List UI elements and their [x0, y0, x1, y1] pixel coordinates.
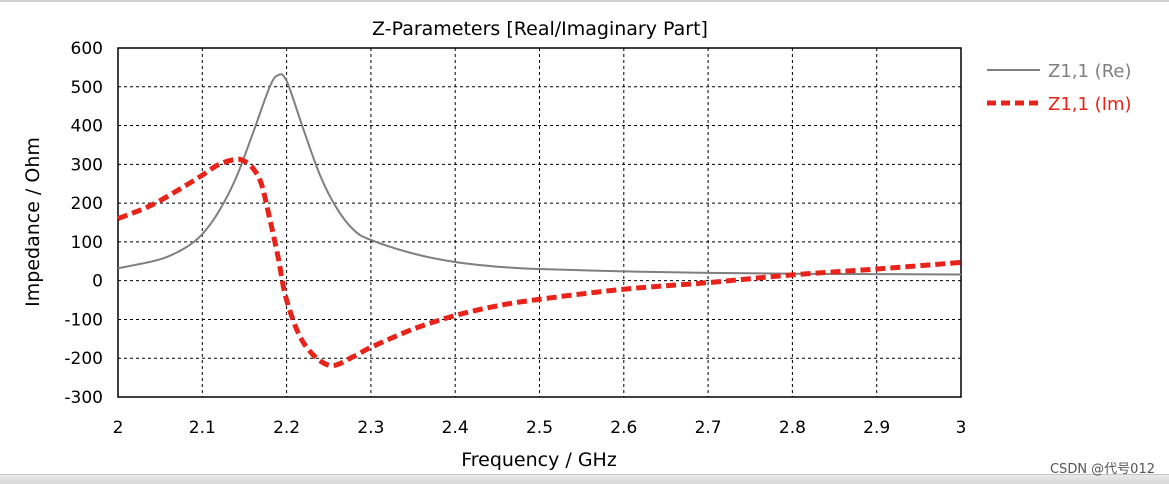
y-tick-label: 200	[71, 194, 103, 214]
x-tick-label: 2.2	[273, 418, 300, 438]
y-tick-label: 300	[71, 155, 103, 175]
x-tick-label: 2.3	[357, 418, 384, 438]
plot-area-frame	[117, 47, 962, 398]
series-layer	[117, 73, 962, 369]
x-axis-title: Frequency / GHz	[461, 449, 617, 471]
x-tick-label: 2.8	[779, 418, 806, 438]
y-tick-label: 500	[71, 78, 103, 98]
z-parameter-chart: Z-Parameters [Real/Imaginary Part] 2 2.1 2…	[22, 18, 1132, 471]
y-axis-title: Impedance / Ohm	[22, 137, 44, 307]
legend-label-re: Z1,1 (Re)	[1048, 61, 1132, 82]
x-tick-label: 2.7	[695, 418, 722, 438]
y-tick-label: 100	[71, 233, 103, 253]
y-tick-label: 400	[71, 117, 103, 137]
series-line-re	[117, 73, 962, 276]
x-tick-label: 2.4	[442, 418, 469, 438]
y-tick-label: 0	[92, 272, 103, 292]
x-tick-labels: 2 2.1 2.2 2.3 2.4 2.5 2.6 2.7 2.8 2.9 3	[113, 418, 967, 438]
y-tick-label: 600	[71, 39, 103, 59]
x-tick-label: 2.6	[610, 418, 637, 438]
y-tick-labels: 600 500 400 300 200 100 0 -100 -200 -300	[64, 39, 103, 408]
x-tick-label: 2.5	[526, 418, 553, 438]
x-tick-label: 2	[113, 418, 124, 438]
legend: Z1,1 (Re) Z1,1 (Im)	[987, 61, 1132, 115]
y-tick-label: -200	[64, 349, 103, 369]
y-tick-label: -100	[64, 310, 103, 330]
x-tick-label: 2.9	[863, 418, 890, 438]
chart-title: Z-Parameters [Real/Imaginary Part]	[372, 18, 708, 40]
grid	[118, 48, 961, 397]
legend-label-im: Z1,1 (Im)	[1048, 94, 1132, 115]
x-tick-label: 3	[956, 418, 967, 438]
watermark: CSDN @代号012	[1049, 462, 1155, 477]
x-tick-label: 2.1	[189, 418, 216, 438]
series-line-im	[117, 156, 962, 369]
window-top-border	[0, 0, 1169, 2]
bottom-tab-strip	[0, 474, 1169, 484]
y-tick-label: -300	[64, 388, 103, 408]
